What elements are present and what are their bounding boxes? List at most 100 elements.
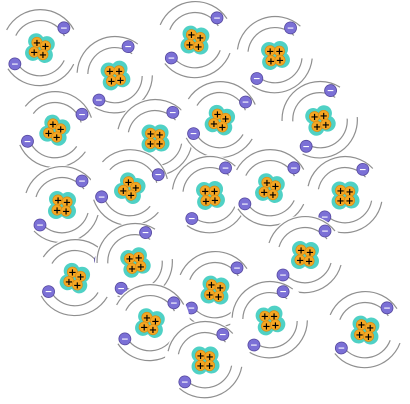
proton-sign: + [336,186,344,197]
proton-sign: + [115,66,123,77]
proton-sign: + [151,316,159,327]
proton-sign: + [107,77,115,88]
electron [299,139,313,153]
proton-sign: + [271,320,279,331]
proton [135,260,147,272]
proton-sign: + [205,361,213,372]
atom: ++++−− [15,90,95,170]
proton [267,189,279,201]
outer-orbit [236,15,313,94]
electron [8,57,22,71]
atom: ++++−− [75,35,155,115]
electron [178,375,192,389]
atom: ++++−− [95,222,175,302]
proton-sign: + [106,67,114,78]
proton-sign: + [53,133,61,144]
electron [95,190,109,204]
electron-sign: − [11,60,19,70]
electron-sign: − [338,344,346,354]
electron [164,51,178,65]
proton-sign: + [218,122,226,133]
proton [204,360,216,372]
proton-sign: + [68,268,76,279]
proton-sign: + [146,129,154,140]
electron-sign: − [169,108,177,118]
electron [247,338,261,352]
proton-sign: + [143,313,151,324]
proton [362,330,374,342]
electron [167,296,181,310]
proton-sign: + [185,40,193,51]
atom: ++++−− [170,155,250,235]
proton-sign: + [53,206,61,217]
proton [192,40,204,52]
proton-sign: + [57,124,65,135]
electron-sign: − [222,164,230,174]
electron-sign: − [383,304,391,314]
atom: ++++−− [230,280,310,360]
electron [238,197,252,211]
electron [57,21,71,35]
proton-sign: + [119,186,127,197]
proton-sign: + [137,262,145,273]
proton-sign: + [127,191,135,202]
electron [75,174,89,188]
outer-orbit [6,9,75,87]
proton-sign: + [194,42,202,53]
electron [42,285,55,299]
proton [51,131,63,143]
electron-sign: − [124,43,132,53]
electron [210,11,224,25]
proton-sign: + [187,30,195,41]
proton [154,138,166,150]
proton [60,205,72,217]
proton-sign: + [261,312,269,323]
outer-orbit [167,321,243,399]
atom: ++++−− [90,148,170,228]
electron [139,226,152,240]
proton-sign: + [41,41,49,52]
electron [276,268,290,282]
electron-sign: − [98,193,106,203]
electron-sign: − [36,221,44,231]
electron [118,332,132,346]
proton-sign: + [44,128,52,139]
proton [269,319,281,331]
proton-sign: + [201,186,209,197]
electron-sign: − [287,24,295,34]
atom: ++++−− [180,80,260,160]
proton [209,194,221,206]
electron [380,301,394,315]
proton-sign: + [210,187,218,198]
outer-orbit [231,280,308,359]
electron-sign: − [24,137,32,147]
electron-sign: − [327,87,335,97]
electron [284,21,297,35]
electron-sign: − [188,304,196,314]
outer-orbit [329,291,401,369]
proton-sign: + [366,323,374,334]
proton [344,195,356,207]
atom: ++++−− [280,80,360,160]
proton-sign: + [305,257,313,268]
proton-sign: + [216,283,224,294]
electron-sign: − [170,299,178,309]
proton-sign: + [196,361,204,372]
proton [303,255,315,267]
proton [114,74,126,86]
proton-sign: + [210,119,218,130]
proton-sign: + [336,196,344,207]
proton-sign: + [346,187,354,198]
electron-sign: − [233,264,241,274]
proton-sign: + [211,196,219,207]
electron-sign: − [241,200,249,210]
electron-sign: − [279,288,287,298]
outer-orbit [159,1,231,79]
proton-sign: + [306,248,314,259]
proton-sign: + [266,46,274,57]
electron-sign: − [95,96,103,106]
electron-sign: − [60,24,68,34]
proton [37,49,49,61]
electron-sign: − [279,271,287,281]
proton-sign: + [134,253,142,264]
